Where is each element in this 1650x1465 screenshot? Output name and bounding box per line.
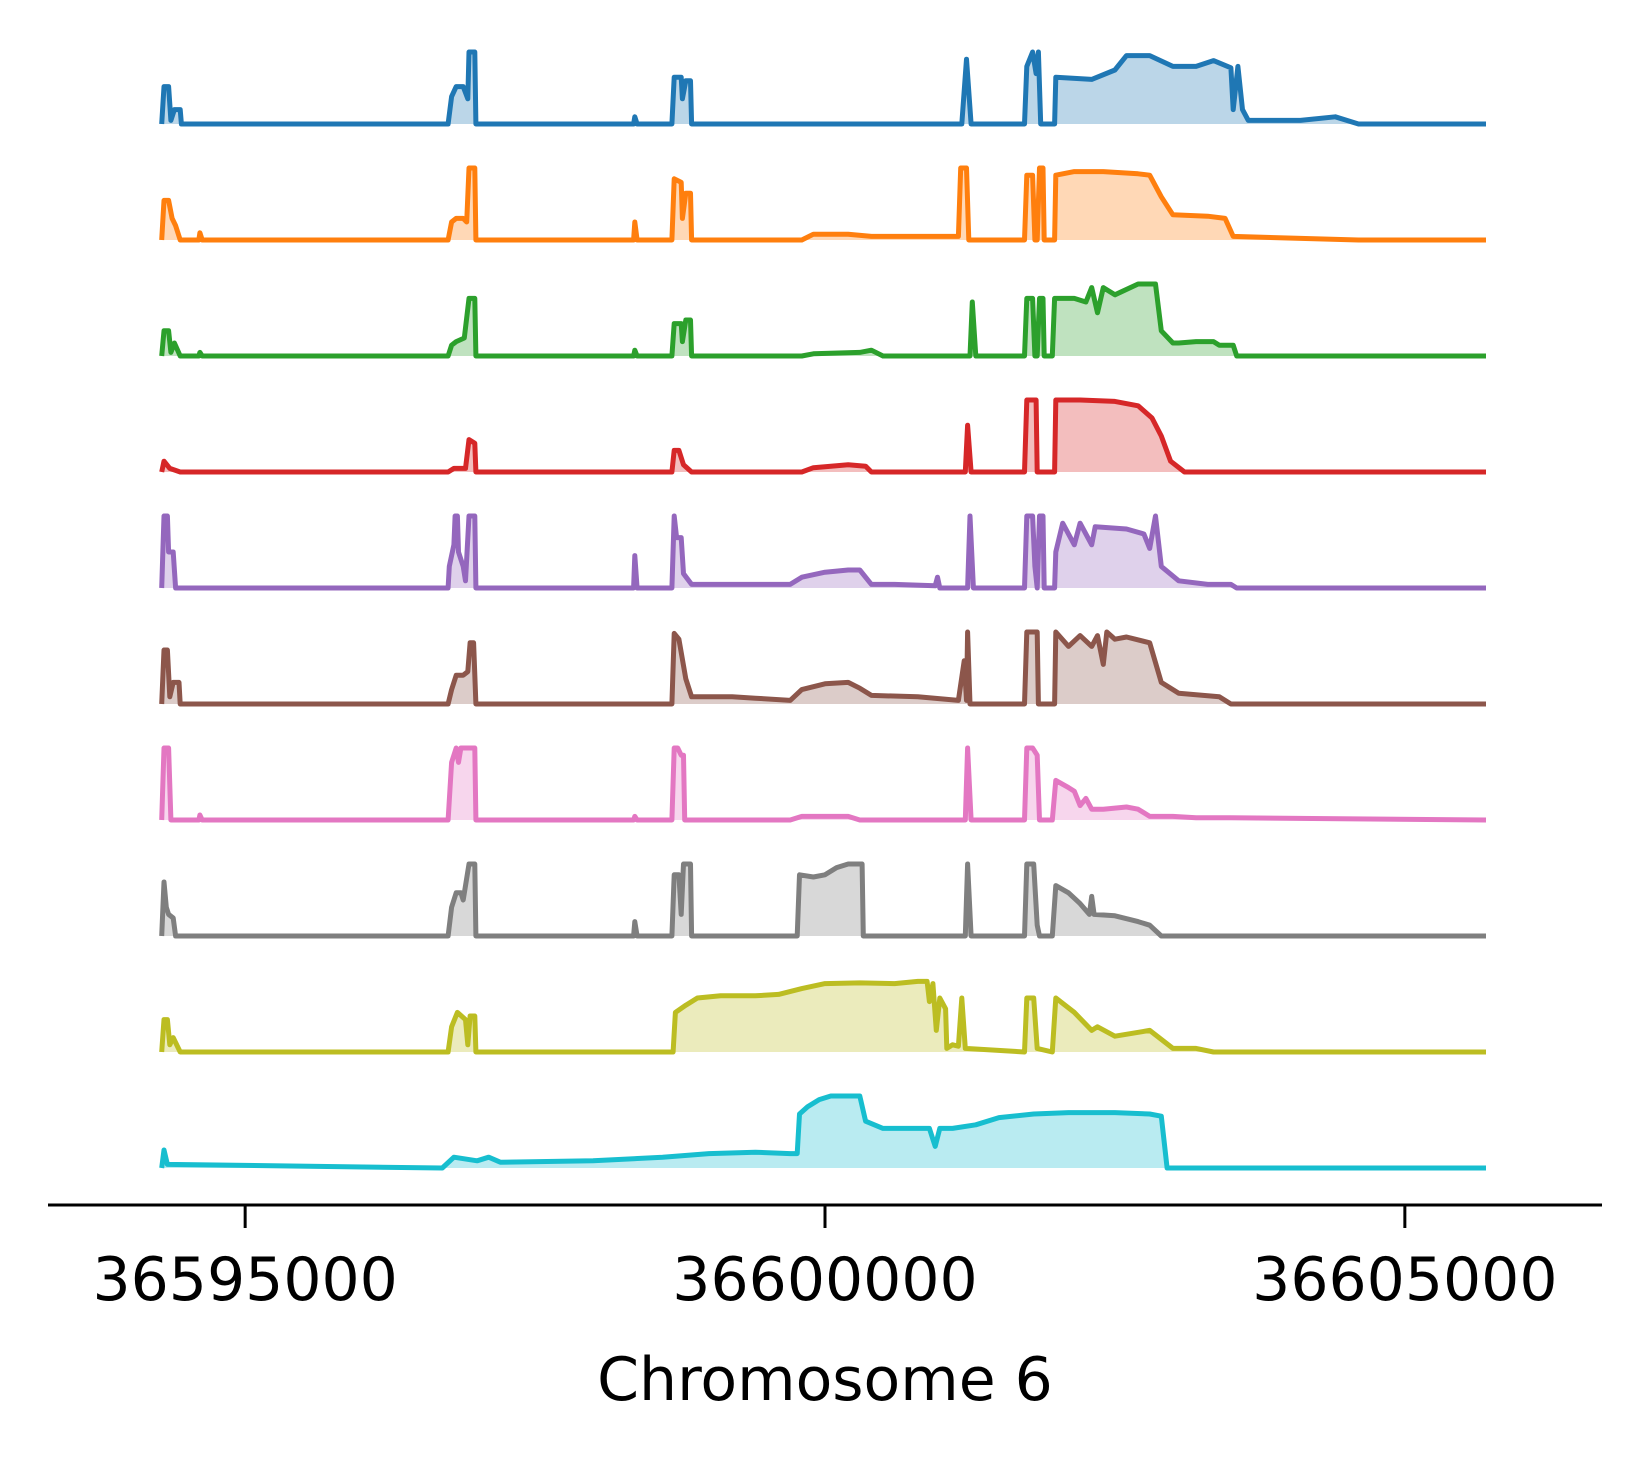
coverage-line-4: [159, 397, 1486, 475]
coverage-line-2: [159, 165, 1486, 243]
coverage-track-3: [159, 281, 1487, 359]
coverage-line-1: [159, 49, 1486, 127]
coverage-line-7: [159, 745, 1487, 823]
coverage-tracks: [159, 49, 1487, 1171]
coverage-area-1: [161, 52, 1487, 124]
coverage-area-9: [161, 981, 1487, 1052]
coverage-line-6: [159, 629, 1486, 707]
coverage-track-10: [159, 1093, 1487, 1171]
coverage-area-4: [161, 400, 1487, 472]
coverage-line-8: [159, 861, 1486, 939]
x-axis-ticks: 36595000 36600000 36605000: [92, 1205, 1558, 1315]
coverage-area-5: [161, 516, 1487, 588]
coverage-track-1: [159, 49, 1487, 127]
coverage-track-9: [159, 978, 1487, 1055]
x-tick-label: 36595000: [92, 1245, 397, 1315]
coverage-track-4: [159, 397, 1487, 475]
coverage-area-10: [161, 1096, 1487, 1168]
coverage-line-5: [159, 513, 1486, 591]
x-tick-label: 36600000: [672, 1245, 977, 1315]
coverage-area-7: [161, 748, 1487, 820]
coverage-area-8: [161, 864, 1487, 936]
coverage-line-9: [159, 978, 1486, 1055]
x-tick-label: 36605000: [1252, 1245, 1557, 1315]
coverage-track-8: [159, 861, 1487, 939]
coverage-line-3: [159, 281, 1486, 359]
coverage-track-2: [159, 165, 1487, 243]
coverage-track-6: [159, 629, 1487, 707]
coverage-line-10: [159, 1093, 1486, 1171]
coverage-area-6: [161, 632, 1487, 704]
coverage-track-7: [159, 745, 1487, 823]
x-axis-label: Chromosome 6: [597, 1345, 1053, 1415]
coverage-track-5: [159, 513, 1487, 591]
coverage-area-2: [161, 168, 1487, 240]
coverage-area-3: [161, 284, 1487, 356]
